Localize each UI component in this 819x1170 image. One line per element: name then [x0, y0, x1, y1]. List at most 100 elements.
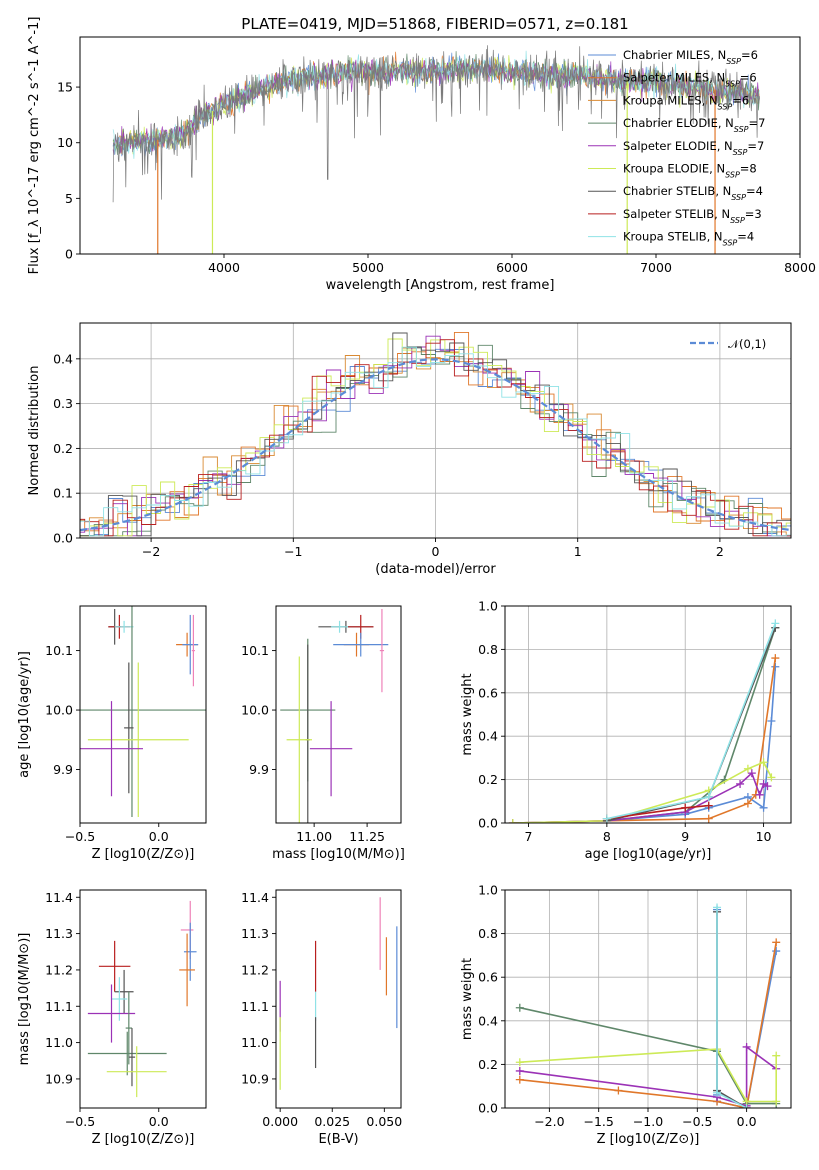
- y-tick-label: 11.1: [241, 999, 269, 1014]
- y-tick-label: 10.9: [241, 1071, 269, 1086]
- y-tick-label: 0.4: [478, 729, 498, 744]
- axes-box: [275, 605, 402, 824]
- weight-point-marker: [704, 814, 713, 823]
- axes-frame: −2.0 −1.5 −1.0 −0.5 0.0 0.0 0.2 0.4 0.6 0.8 1.0 Z […: [460, 883, 792, 1147]
- legend-label: 𝒩(0,1): [728, 337, 766, 351]
- y-tick-label: 11.0: [241, 1035, 269, 1050]
- x-tick-label: 0.025: [314, 1114, 350, 1129]
- weight-point-marker: [747, 769, 756, 778]
- panel-weight_vs_Z: −2.0 −1.5 −1.0 −0.5 0.0 0.0 0.2 0.4 0.6 0.8 1.0 Z […: [460, 883, 792, 1147]
- x-tick-label: −0.5: [65, 1114, 95, 1129]
- weight-point-marker: [713, 903, 722, 912]
- axes-frame: 7 8 9 10 0.0 0.2 0.4 0.6 0.8 1.0 age [log10(age/yr…: [460, 599, 792, 862]
- y-tick-label: 9.9: [249, 762, 269, 777]
- weight-point-marker: [759, 803, 768, 812]
- plot-area: [279, 897, 398, 1090]
- x-tick-label: 6000: [496, 260, 528, 275]
- y-axis-label: mass weight: [460, 673, 475, 755]
- legend-label: Kroupa STELIB, NSSP=4: [623, 230, 754, 248]
- y-tick-label: 0.0: [53, 531, 73, 546]
- weight-point-marker: [771, 619, 780, 628]
- panel-residuals: −2 −1 0 1 2 0.0 0.1 0.2 0.3 0.4 (data-model)/error…: [27, 322, 792, 577]
- axes-frame: −0.5 0.0 9.9 10.0 10.1 Z [log10(Z/Z⊙)] age [lo…: [17, 605, 207, 862]
- y-tick-label: 0.2: [478, 772, 498, 787]
- error-bar-point: [333, 632, 389, 657]
- x-tick-label: −2: [142, 544, 160, 559]
- x-axis-label: age [log10(age/yr)]: [585, 847, 712, 862]
- y-tick-label: 0.4: [53, 351, 73, 366]
- y-tick-label: 10.1: [45, 643, 73, 658]
- error-bar-point: [80, 606, 206, 818]
- y-tick-label: 1.0: [478, 599, 498, 614]
- weight-series-line: [606, 623, 777, 820]
- x-tick-label: 7000: [640, 260, 672, 275]
- weight-point-marker: [602, 814, 611, 823]
- error-bar-point: [183, 922, 197, 981]
- x-tick-label: −0.5: [65, 829, 95, 844]
- axes-box: [504, 605, 792, 824]
- x-tick-label: 1: [574, 544, 582, 559]
- weight-point-marker: [515, 1003, 524, 1012]
- y-tick-label: 11.0: [45, 1035, 73, 1050]
- weight-series-line: [606, 627, 777, 822]
- error-bar-point: [114, 620, 134, 633]
- x-tick-label: 0.0: [737, 1114, 757, 1129]
- y-tick-label: 10.1: [241, 643, 269, 658]
- y-tick-label: 11.4: [45, 890, 73, 905]
- error-bar-point: [114, 969, 134, 1014]
- axes-frame: −2 −1 0 1 2 0.0 0.1 0.2 0.3 0.4 (data-model)/error…: [27, 322, 792, 577]
- weight-series-line: [512, 771, 768, 823]
- residual-histogram: [80, 332, 791, 537]
- x-tick-label: 0.050: [366, 1114, 402, 1129]
- y-axis-label: Normed distribution: [27, 366, 42, 496]
- axes-box: [79, 889, 207, 1109]
- x-tick-label: −1: [284, 544, 302, 559]
- model-spectrum-line: [112, 50, 760, 159]
- y-tick-label: 0.8: [478, 642, 498, 657]
- weight-point-marker: [704, 801, 713, 810]
- weight-series-line: [519, 1006, 777, 1105]
- weight-point-marker: [515, 1066, 524, 1075]
- weight-point-marker: [772, 1051, 781, 1060]
- y-tick-label: 0.6: [478, 685, 498, 700]
- x-tick-label: −1.5: [584, 1114, 614, 1129]
- legend-label: Salpeter ELODIE, NSSP=7: [623, 139, 764, 157]
- y-tick-label: 15: [57, 80, 73, 95]
- residual-histogram: [80, 338, 791, 537]
- x-tick-label: 2: [716, 544, 724, 559]
- x-tick-label: 11.25: [349, 829, 385, 844]
- y-tick-label: 1.0: [478, 883, 498, 898]
- normal-curve: [80, 358, 791, 532]
- error-bar-point: [80, 701, 143, 797]
- panel-mass_vs_Z: −0.5 0.0 10.9 11.0 11.1 11.2 11.3 11.4 Z [log10(…: [17, 889, 207, 1147]
- weight-point-marker: [508, 819, 517, 823]
- y-axis-label: mass [log10(M/M⊙)]: [17, 933, 32, 1066]
- plot-area: [280, 608, 389, 823]
- error-bar-point: [309, 701, 353, 797]
- legend-label: Kroupa ELODIE, NSSP=8: [623, 162, 757, 180]
- weight-point-marker: [743, 799, 752, 808]
- weight-point-marker: [771, 654, 780, 663]
- residual-histogram: [80, 339, 791, 537]
- weight-point-marker: [742, 1104, 751, 1108]
- x-axis-label: (data-model)/error: [375, 562, 496, 577]
- x-tick-label: −1.0: [633, 1114, 663, 1129]
- weight-point-marker: [736, 779, 745, 788]
- x-tick-label: 0: [432, 544, 440, 559]
- x-tick-label: 8000: [784, 260, 816, 275]
- error-bar-point: [87, 984, 136, 1043]
- error-bar-point: [87, 1031, 167, 1076]
- plot-area: [508, 619, 780, 823]
- error-bar-point: [87, 662, 189, 818]
- weight-point-marker: [713, 1088, 722, 1097]
- x-tick-label: 7: [525, 829, 533, 844]
- y-tick-label: 0: [65, 247, 73, 262]
- y-tick-label: 0.0: [478, 816, 498, 831]
- y-tick-label: 0.1: [53, 486, 73, 501]
- y-tick-label: 10.0: [241, 703, 269, 718]
- y-tick-label: 0.6: [478, 970, 498, 985]
- panel-age_vs_Z: −0.5 0.0 9.9 10.0 10.1 Z [log10(Z/Z⊙)] age [lo…: [17, 605, 207, 862]
- plot-area: [80, 606, 206, 818]
- weight-point-marker: [772, 938, 781, 947]
